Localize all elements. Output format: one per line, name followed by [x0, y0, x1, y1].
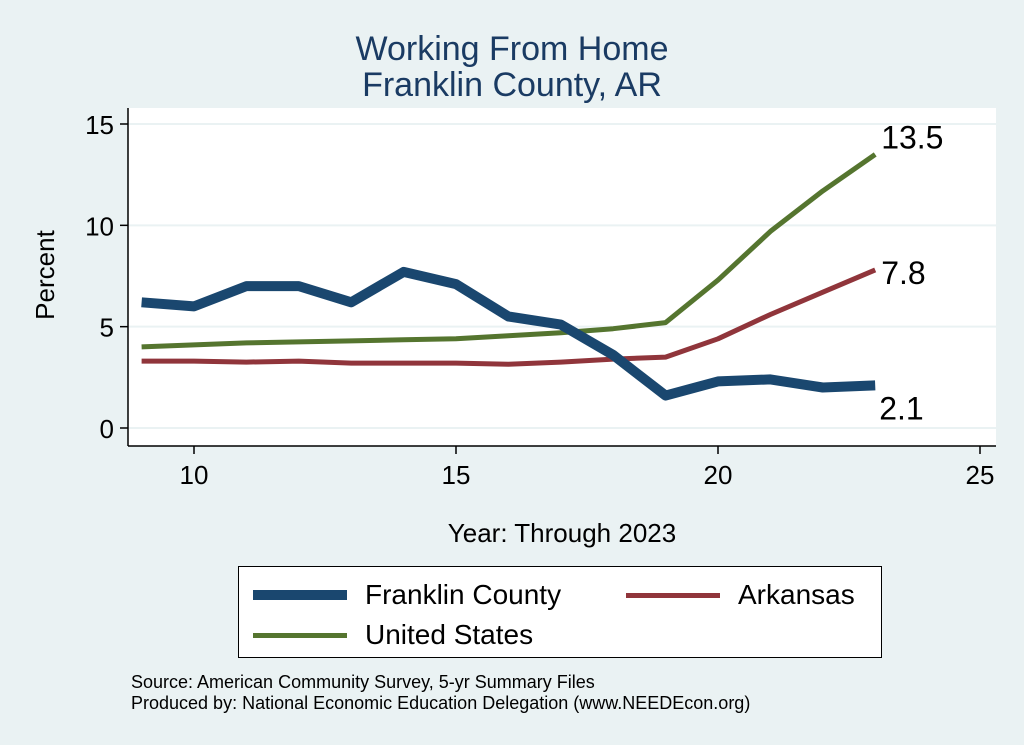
legend-item-united-states: United States [253, 619, 533, 651]
series-line-arkansas [141, 267, 877, 367]
chart-title: Working From Home [355, 30, 669, 68]
x-tick-label: 15 [442, 460, 471, 490]
x-axis-label: Year: Through 2023 [448, 518, 676, 548]
y-tick-label: 15 [85, 110, 114, 140]
y-tick-label: 10 [85, 211, 114, 241]
y-tick-label: 5 [100, 313, 114, 343]
legend-label-arkansas: Arkansas [738, 579, 855, 610]
legend: Franklin County Arkansas United States [238, 566, 882, 658]
x-tick-label: 10 [180, 460, 209, 490]
line-chart: 0 5 10 15 10 15 20 25 2.1 7.8 13.5 Year: Through … [30, 108, 996, 548]
chart-subtitle: Franklin County, AR [362, 66, 662, 104]
series-line-franklin-county [141, 266, 876, 401]
y-axis-label: Percent [30, 229, 60, 319]
legend-swatch-arkansas [626, 592, 720, 598]
producer-note: Produced by: National Economic Education… [131, 693, 751, 713]
series-line-united-states [141, 152, 877, 350]
legend-item-arkansas: Arkansas [626, 579, 855, 611]
legend-swatch-franklin-county [253, 590, 347, 600]
legend-label-franklin-county: Franklin County [365, 579, 562, 610]
end-labels: 2.1 7.8 13.5 [879, 119, 943, 426]
series-lines [141, 152, 877, 401]
legend-label-united-states: United States [365, 619, 534, 650]
end-label-franklin-county: 2.1 [879, 390, 923, 426]
end-label-arkansas: 7.8 [881, 255, 925, 291]
y-tick-label: 0 [100, 414, 114, 444]
end-label-united-states: 13.5 [881, 119, 943, 155]
legend-swatch-united-states [253, 632, 347, 638]
source-note: Source: American Community Survey, 5-yr … [131, 672, 595, 692]
axes: 0 5 10 15 10 15 20 25 [85, 108, 996, 490]
x-tick-label: 25 [966, 460, 995, 490]
gridlines [128, 123, 996, 429]
x-tick-label: 20 [704, 460, 733, 490]
legend-item-franklin-county: Franklin County [253, 579, 561, 611]
